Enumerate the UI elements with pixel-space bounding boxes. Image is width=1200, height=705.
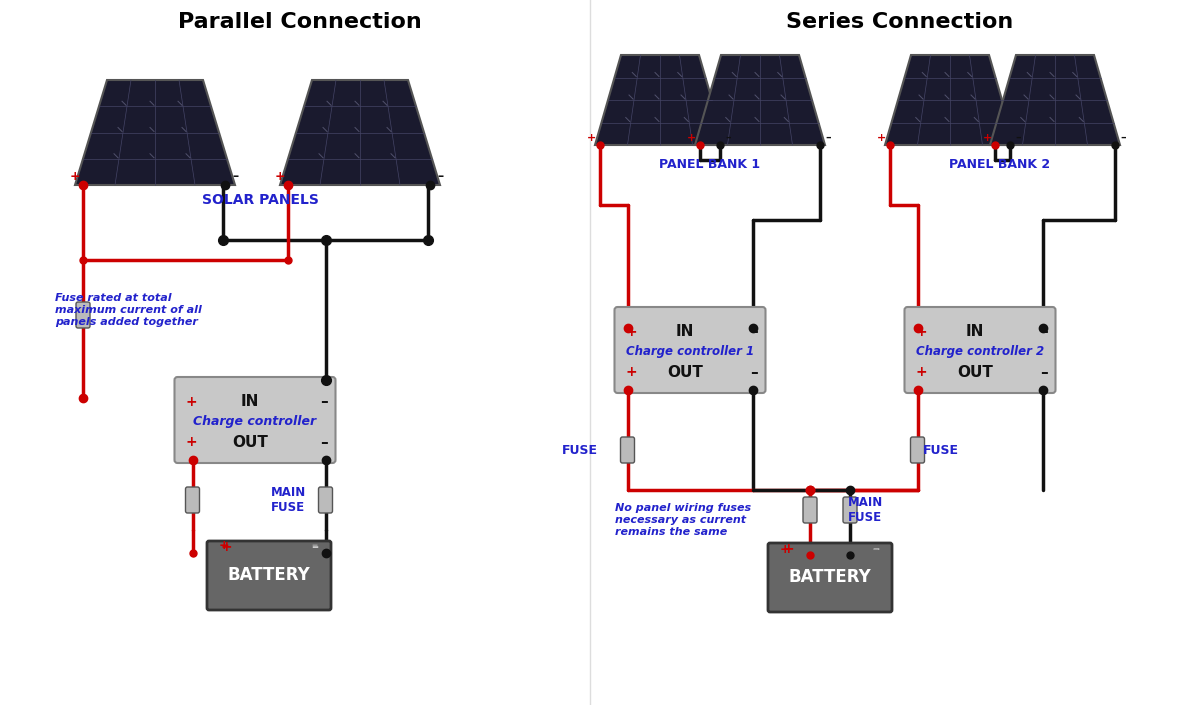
Text: BATTERY: BATTERY (228, 567, 311, 584)
Text: –: – (826, 133, 830, 143)
Polygon shape (886, 55, 1015, 145)
Text: +: + (916, 365, 928, 379)
Text: –: – (1120, 133, 1126, 143)
Text: OUT: OUT (232, 435, 268, 450)
Text: +: + (186, 436, 197, 449)
Text: Fuse rated at total
maximum current of all
panels added together: Fuse rated at total maximum current of a… (55, 293, 202, 326)
Text: BATTERY: BATTERY (788, 568, 871, 587)
Text: PANEL BANK 2: PANEL BANK 2 (949, 159, 1050, 171)
Text: –: – (1015, 133, 1021, 143)
Text: –: – (750, 324, 758, 339)
Polygon shape (280, 80, 440, 185)
Text: –: – (320, 394, 329, 409)
Text: –: – (232, 170, 238, 183)
Text: +: + (877, 133, 887, 143)
FancyBboxPatch shape (905, 307, 1056, 393)
Text: FUSE: FUSE (562, 443, 598, 457)
Text: –: – (1040, 365, 1049, 380)
Text: Charge controller: Charge controller (193, 415, 317, 428)
Text: +: + (218, 539, 229, 552)
Text: IN: IN (676, 324, 694, 339)
Text: OUT: OUT (958, 365, 992, 380)
Text: –: – (872, 542, 878, 556)
Text: +: + (70, 170, 80, 183)
Text: +: + (983, 133, 991, 143)
Text: MAIN
FUSE: MAIN FUSE (271, 486, 306, 514)
Polygon shape (74, 80, 235, 185)
Polygon shape (595, 55, 725, 145)
Text: +: + (780, 543, 791, 556)
Text: SOLAR PANELS: SOLAR PANELS (202, 193, 318, 207)
Text: +: + (275, 170, 286, 183)
FancyBboxPatch shape (318, 487, 332, 513)
FancyBboxPatch shape (803, 497, 817, 523)
Text: Parallel Connection: Parallel Connection (178, 12, 422, 32)
Text: +: + (186, 395, 197, 409)
Text: +: + (625, 365, 637, 379)
Text: +: + (587, 133, 596, 143)
FancyBboxPatch shape (620, 437, 635, 463)
Text: –: – (750, 365, 758, 380)
Text: +: + (916, 324, 928, 338)
FancyBboxPatch shape (186, 487, 199, 513)
FancyBboxPatch shape (911, 437, 924, 463)
Text: PANEL BANK 1: PANEL BANK 1 (660, 159, 761, 171)
Text: IN: IN (966, 324, 984, 339)
Text: Series Connection: Series Connection (786, 12, 1014, 32)
Text: –: – (311, 539, 317, 552)
FancyBboxPatch shape (208, 541, 331, 610)
FancyBboxPatch shape (174, 377, 336, 463)
Text: Charge controller 2: Charge controller 2 (916, 345, 1044, 358)
Text: +: + (688, 133, 697, 143)
Text: –: – (311, 540, 318, 554)
Text: –: – (872, 543, 878, 556)
Text: –: – (1040, 324, 1049, 339)
FancyBboxPatch shape (768, 543, 892, 612)
Text: IN: IN (241, 394, 259, 409)
Text: +: + (625, 324, 637, 338)
Polygon shape (990, 55, 1120, 145)
Text: OUT: OUT (667, 365, 703, 380)
Text: –: – (725, 133, 731, 143)
Text: MAIN
FUSE: MAIN FUSE (848, 496, 883, 524)
Text: +: + (221, 540, 233, 554)
Text: No panel wiring fuses
necessary as current
remains the same: No panel wiring fuses necessary as curre… (616, 503, 751, 537)
Text: +: + (782, 542, 793, 556)
Text: –: – (437, 170, 443, 183)
Text: –: – (320, 435, 329, 450)
FancyBboxPatch shape (842, 497, 857, 523)
Polygon shape (695, 55, 826, 145)
FancyBboxPatch shape (614, 307, 766, 393)
Text: Charge controller 1: Charge controller 1 (626, 345, 754, 358)
Text: FUSE: FUSE (923, 443, 959, 457)
FancyBboxPatch shape (76, 302, 90, 328)
